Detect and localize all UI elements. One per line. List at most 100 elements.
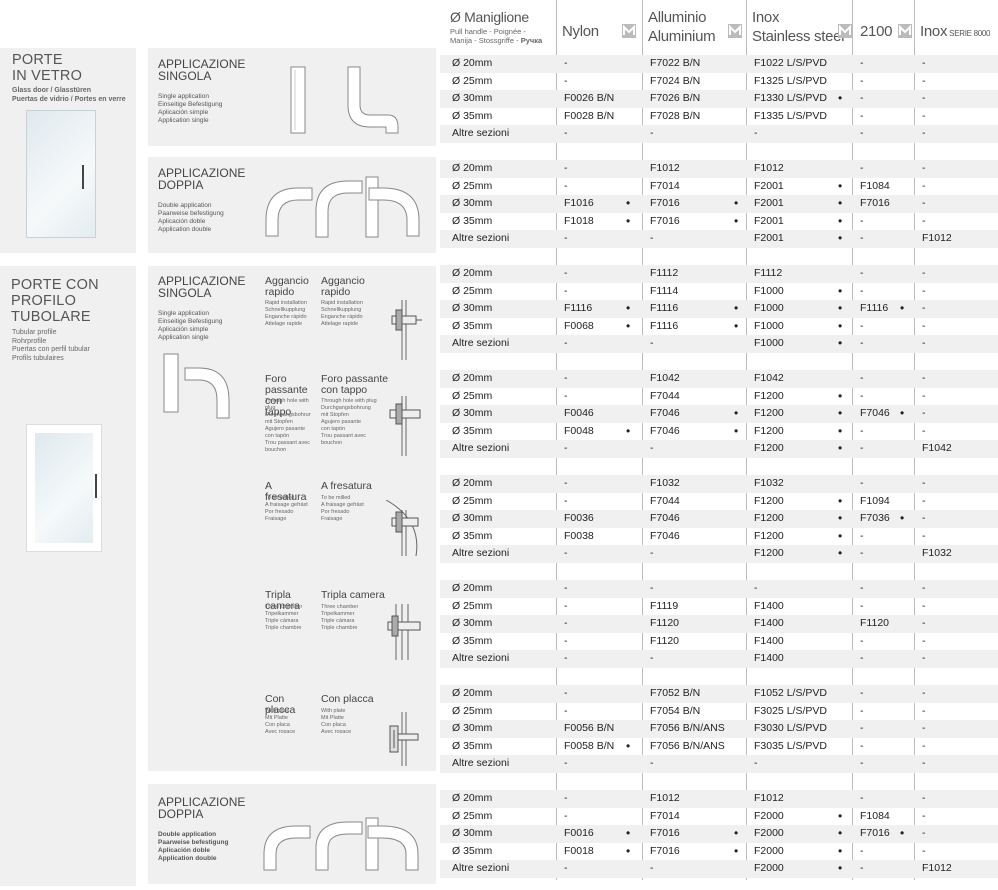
- rapid-mount-diagram: [391, 300, 422, 360]
- cell-size: Ø 25mm: [452, 809, 493, 822]
- option-a-title-3: A fresatura: [265, 481, 307, 503]
- table-row: Ø 35mm F0018 • F7016 • F2000 • - -: [440, 843, 998, 861]
- application-title-2: APPLICAZIONE DOPPIA: [158, 166, 246, 192]
- cell-size: Ø 30mm: [452, 617, 493, 629]
- cell-inox8000: -: [922, 284, 926, 297]
- cell-stainless-dot: •: [838, 546, 843, 560]
- cell-aluminium-dot: •: [734, 826, 739, 840]
- cell-aluminium-dot: •: [734, 301, 739, 315]
- cell-inox8000: F1012: [922, 232, 952, 244]
- cell-2100: -: [860, 757, 864, 769]
- cell-inox8000: -: [922, 529, 926, 542]
- cell-nylon-dot: •: [626, 318, 631, 333]
- cell-2100: F1120: [860, 617, 889, 629]
- cell-aluminium: F7022 B/N: [650, 57, 701, 69]
- cell-stainless: F1200: [754, 389, 784, 402]
- cell-nylon: -: [564, 792, 568, 804]
- table-row: Ø 30mm F0026 B/N F7026 B/N F1330 L/S/PVD • - -: [440, 90, 998, 108]
- cell-nylon: -: [564, 687, 568, 699]
- cell-nylon: -: [564, 337, 568, 349]
- table-row: Ø 30mm F0036 F7046 F1200 • F7036 • -: [440, 510, 998, 528]
- table-row: Ø 30mm F1016 • F7016 • F2001 • F7016 -: [440, 195, 998, 213]
- table-row: Ø 35mm F0058 B/N • F7056 B/N/ANS F3035 L/S/P…: [440, 738, 998, 756]
- table-row: Ø 20mm - F1042 F1042 - -: [440, 370, 998, 388]
- cell-stainless: F2001: [754, 197, 784, 209]
- cell-stainless: F1000: [754, 302, 784, 314]
- cell-stainless: F2000: [754, 844, 784, 857]
- cell-2100: F7016: [860, 827, 890, 839]
- option-a-title-1: Aggancio rapido: [265, 276, 309, 298]
- option-a-title-2: Foro passante con tappo: [265, 374, 308, 418]
- option-b-subtitle-3: To be milled A fraisage gefräst Por fres…: [321, 495, 364, 522]
- cell-stainless: F1200: [754, 547, 784, 559]
- cell-size: Ø 25mm: [452, 284, 493, 297]
- cell-stainless: F1200: [754, 442, 784, 454]
- cell-inox8000: -: [922, 267, 926, 279]
- cell-2100: -: [860, 477, 864, 489]
- cell-2100: -: [860, 652, 864, 664]
- option-a-title-4: Tripla camera: [265, 590, 301, 612]
- cell-stainless: F1200: [754, 529, 784, 542]
- cell-nylon: -: [564, 477, 568, 489]
- cell-size: Ø 25mm: [452, 179, 493, 192]
- cell-aluminium-dot: •: [734, 423, 739, 438]
- cell-size: Ø 30mm: [452, 512, 493, 524]
- cell-aluminium: -: [650, 232, 654, 244]
- cell-inox8000: -: [922, 389, 926, 402]
- cell-stainless: F1000: [754, 337, 784, 349]
- cell-size: Ø 25mm: [452, 389, 493, 402]
- cell-2100: -: [860, 109, 864, 122]
- cell-stainless-dot: •: [838, 441, 843, 455]
- cell-inox8000: -: [922, 757, 926, 769]
- cell-nylon: -: [564, 652, 568, 664]
- table-row: Ø 30mm F0046 F7046 • F1200 • F7046 • -: [440, 405, 998, 423]
- cell-aluminium: F7028 B/N: [650, 109, 701, 122]
- cell-size: Ø 20mm: [452, 162, 493, 174]
- table-row: Altre sezioni - - F1200 • - F1042: [440, 440, 998, 458]
- through-hole-diagram: [389, 396, 421, 456]
- cell-size: Ø 20mm: [452, 792, 493, 804]
- cell-nylon: F0016: [564, 827, 594, 839]
- cell-nylon: -: [564, 634, 568, 647]
- cell-size: Ø 30mm: [452, 827, 493, 839]
- cell-nylon-dot: •: [626, 423, 631, 438]
- cell-aluminium: F1042: [650, 372, 680, 384]
- cell-aluminium: F1116: [650, 302, 679, 314]
- cell-stainless: F1330 L/S/PVD: [754, 92, 827, 104]
- cell-aluminium: -: [650, 652, 654, 664]
- cell-aluminium: -: [650, 757, 654, 769]
- option-a-subtitle-3: To be milled A fraisage gefräst Por fres…: [265, 495, 308, 522]
- cell-2100: F1084: [860, 179, 890, 192]
- cell-2100: -: [860, 127, 864, 139]
- cell-aluminium: -: [650, 127, 654, 139]
- cell-inox8000: -: [922, 109, 926, 122]
- table-row: Ø 35mm F0068 • F1116 • F1000 • - -: [440, 318, 998, 336]
- table-row: Ø 30mm - F1120 F1400 F1120 -: [440, 615, 998, 633]
- cell-size: Ø 20mm: [452, 372, 493, 384]
- table-row: Ø 25mm - F7044 F1200 • F1094 -: [440, 493, 998, 511]
- option-a-subtitle-1: Rapid installation Schnellkupplung Engan…: [265, 300, 307, 327]
- cell-inox8000: -: [922, 57, 926, 69]
- cell-nylon: F0046: [564, 407, 594, 419]
- header-aluminium: Alluminio Aluminium: [648, 9, 716, 45]
- cell-nylon: -: [564, 284, 568, 297]
- cell-aluminium: F1116: [650, 319, 679, 332]
- cell-stainless: F2001: [754, 214, 784, 227]
- cell-2100: F1094: [860, 494, 890, 507]
- cell-nylon: F0036: [564, 512, 594, 524]
- cell-aluminium: F7024 B/N: [650, 74, 701, 87]
- cell-2100: F7036: [860, 512, 890, 524]
- cell-size: Altre sezioni: [452, 862, 510, 874]
- table-row: Ø 25mm - F7054 B/N F3025 L/S/PVD - -: [440, 703, 998, 721]
- cell-stainless: F1012: [754, 162, 784, 174]
- cell-size: Ø 20mm: [452, 582, 493, 594]
- cell-aluminium: F7016: [650, 827, 680, 839]
- cell-nylon: F0058 B/N: [564, 739, 615, 752]
- cell-inox8000: -: [922, 337, 926, 349]
- cell-stainless: -: [754, 757, 758, 769]
- cell-stainless: F1012: [754, 792, 784, 804]
- cell-stainless: F1400: [754, 634, 784, 647]
- cell-stainless-dot: •: [838, 196, 843, 210]
- table-row: Ø 25mm - F7044 F1200 • - -: [440, 388, 998, 406]
- table-row: Ø 20mm - F1012 F1012 - -: [440, 790, 998, 808]
